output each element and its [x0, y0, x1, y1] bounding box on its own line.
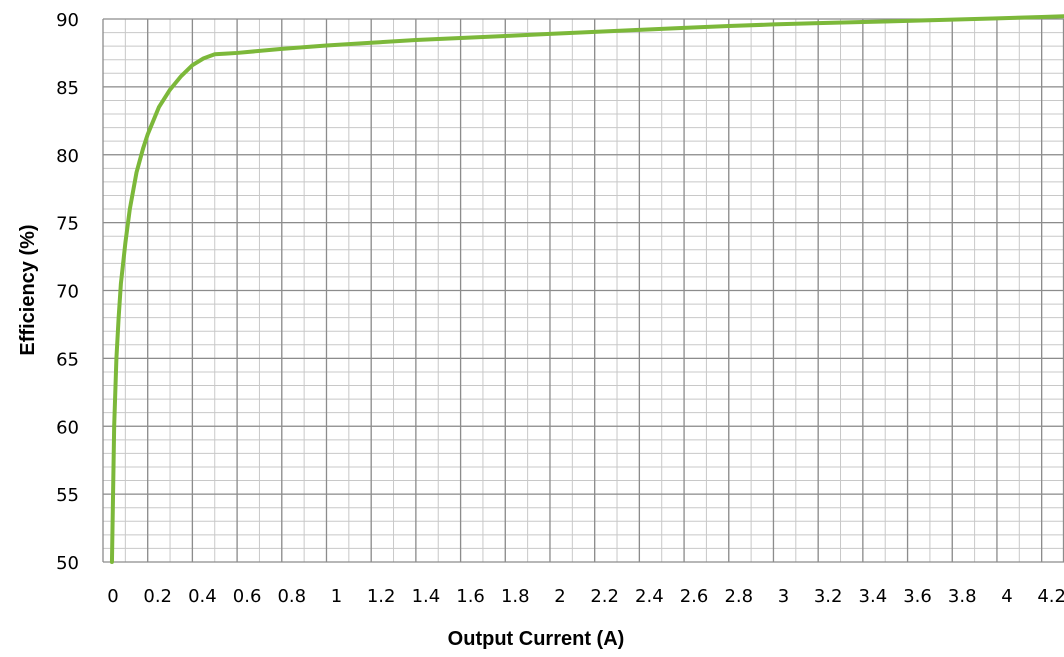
x-tick-label: 1.8 — [501, 586, 530, 607]
major-gridlines — [102, 18, 1064, 563]
x-axis-title: Output Current (A) — [448, 628, 625, 650]
x-tick-label: 0.2 — [143, 586, 172, 607]
x-tick-label: 2.2 — [590, 586, 619, 607]
x-tick-label: 0.4 — [188, 586, 217, 607]
y-tick-labels: 50 55 60 65 70 75 80 85 90 — [56, 10, 79, 574]
y-tick-label: 60 — [56, 417, 79, 438]
x-tick-label: 2.4 — [635, 586, 664, 607]
x-tick-label: 0.6 — [233, 586, 262, 607]
x-tick-label: 0.8 — [277, 586, 306, 607]
y-tick-label: 90 — [56, 10, 79, 31]
x-tick-label: 1.2 — [367, 586, 396, 607]
y-tick-label: 50 — [56, 553, 79, 574]
x-tick-label: 1.4 — [412, 586, 441, 607]
y-tick-label: 85 — [56, 78, 79, 99]
y-axis-title: Efficiency (%) — [17, 224, 39, 355]
series-layer — [109, 14, 1064, 564]
y-tick-label: 55 — [56, 485, 79, 506]
x-tick-label: 1 — [331, 586, 342, 607]
x-tick-label: 3 — [778, 586, 789, 607]
y-tick-label: 65 — [56, 349, 79, 370]
x-tick-label: 4 — [1001, 586, 1012, 607]
series-line-0 — [109, 14, 1064, 564]
x-tick-label: 3.2 — [814, 586, 843, 607]
x-tick-label: 3.4 — [859, 586, 888, 607]
x-tick-label: 1.6 — [456, 586, 485, 607]
x-tick-label: 4.2 — [1037, 586, 1064, 607]
y-tick-label: 70 — [56, 282, 79, 303]
x-tick-label: 3.6 — [903, 586, 932, 607]
x-tick-label: 2 — [554, 586, 565, 607]
x-tick-label: 2.6 — [680, 586, 709, 607]
x-tick-labels: 0 0.2 0.4 0.6 0.8 1 1.2 1.4 1.6 1.8 2 2.2 2.4 2.6 2.8 3… — [107, 586, 1064, 607]
x-tick-label: 2.8 — [724, 586, 753, 607]
x-tick-label: 3.8 — [948, 586, 977, 607]
y-tick-label: 75 — [56, 214, 79, 235]
y-tick-label: 80 — [56, 146, 79, 167]
x-tick-label: 0 — [107, 586, 118, 607]
